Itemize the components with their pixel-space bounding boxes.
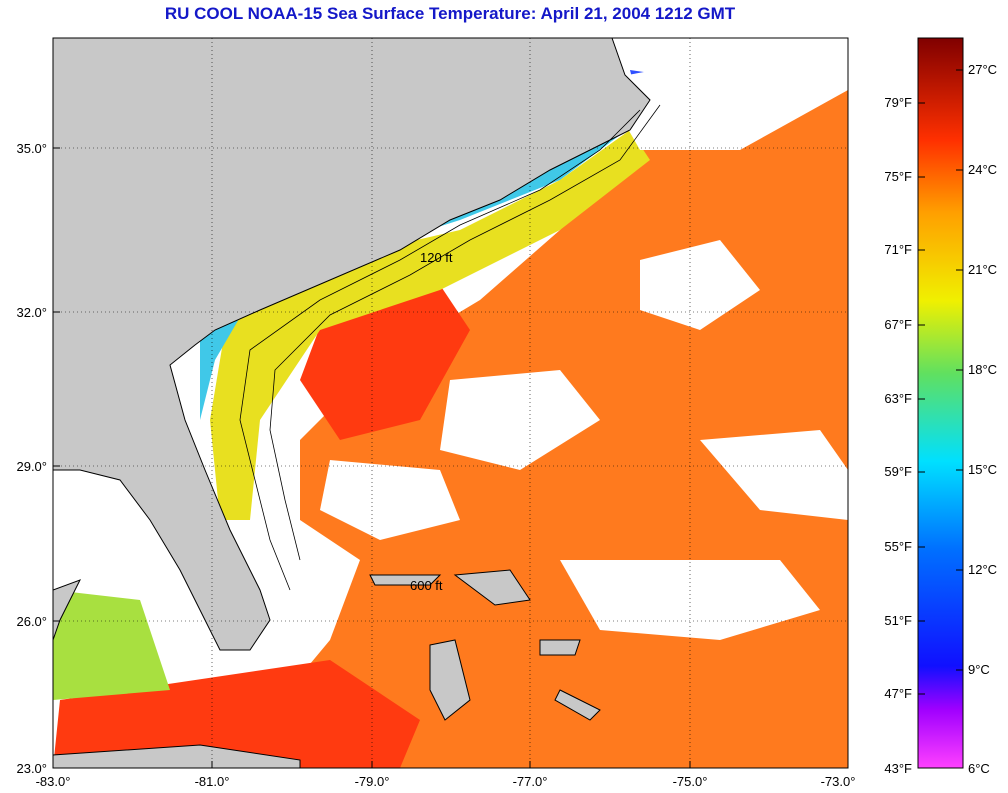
colorbar-c-label: 18°C: [968, 362, 997, 377]
colorbar-f-label: 55°F: [884, 539, 912, 554]
gulf-coast-land: [53, 579, 82, 641]
lon-tick-label: -81.0°: [195, 774, 230, 789]
cloud-cover: [700, 430, 848, 520]
colorbar-c-label: 15°C: [968, 462, 997, 477]
colorbar-f-label: 47°F: [884, 686, 912, 701]
lon-tick-label: -75.0°: [673, 774, 708, 789]
depth-contour-600ft: [269, 104, 661, 561]
us-southeast-land: [53, 38, 651, 651]
colorbar-f-label: 79°F: [884, 95, 912, 110]
sst-shelf-cool: [210, 130, 650, 520]
colorbar-c-label: 27°C: [968, 62, 997, 77]
sst-gulf-cool: [53, 590, 170, 700]
bahamas-andros: [429, 639, 471, 721]
colorbar-f-label: 51°F: [884, 613, 912, 628]
cloud-cover: [440, 370, 600, 470]
lat-tick-label: 26.0°: [16, 614, 47, 629]
lon-tick-label: -77.0°: [513, 774, 548, 789]
colorbar-c-label: 9°C: [968, 662, 990, 677]
bahamas-grand: [369, 574, 442, 586]
colorbar-c-label: 12°C: [968, 562, 997, 577]
colorbar-f-label: 75°F: [884, 169, 912, 184]
bahamas-abaco: [453, 569, 531, 606]
bahamas-eleuthera: [539, 639, 581, 656]
colorbar-f-label: 43°F: [884, 761, 912, 776]
depth-contour-120ft: [239, 109, 641, 591]
cloud-cover: [640, 240, 760, 330]
cloud-cover: [560, 560, 820, 640]
colorbar-f-label: 67°F: [884, 317, 912, 332]
lat-tick-label: 29.0°: [16, 459, 47, 474]
lon-tick-label: -79.0°: [355, 774, 390, 789]
cloud-cover: [320, 460, 460, 540]
map-title: RU COOL NOAA-15 Sea Surface Temperature:…: [164, 4, 736, 23]
lat-tick-label: 35.0°: [16, 141, 47, 156]
colorbar-f-label: 59°F: [884, 464, 912, 479]
bahamas-exuma: [554, 689, 601, 721]
axis-ticks: [52, 147, 849, 769]
cloud-cover: [600, 40, 848, 150]
sst-hot-region-south: [53, 660, 420, 768]
colorbar-c-label: 21°C: [968, 262, 997, 277]
contour-label-120ft: 120 ft: [420, 250, 453, 265]
colorbar-ticks: [918, 69, 963, 769]
lon-tick-label: -73.0°: [821, 774, 856, 789]
lon-tick-label: -83.0°: [36, 774, 71, 789]
colorbar-f-label: 71°F: [884, 242, 912, 257]
cuba-land: [53, 744, 301, 768]
colorbar-c-label: 24°C: [968, 162, 997, 177]
colorbar: [917, 37, 964, 769]
colorbar-f-label: 63°F: [884, 391, 912, 406]
lat-tick-label: 32.0°: [16, 305, 47, 320]
lat-tick-label: 23.0°: [16, 761, 47, 776]
colorbar-c-label: 6°C: [968, 761, 990, 776]
grid: [53, 38, 848, 768]
map-border: [52, 37, 849, 769]
contour-label-600ft: 600 ft: [410, 578, 443, 593]
